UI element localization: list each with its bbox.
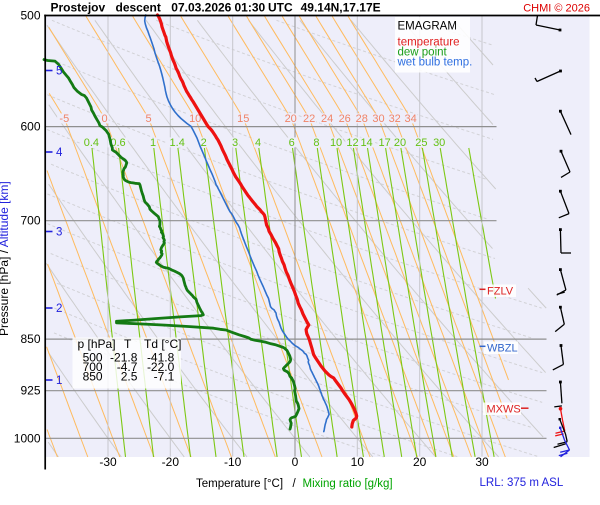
svg-text:34: 34: [404, 113, 416, 125]
svg-text:10: 10: [351, 455, 365, 469]
svg-text:3: 3: [232, 137, 238, 149]
svg-text:0: 0: [292, 455, 299, 469]
svg-text:EMAGRAM: EMAGRAM: [398, 21, 457, 33]
svg-text:1: 1: [56, 375, 62, 387]
svg-text:26: 26: [339, 113, 351, 125]
svg-text:30: 30: [433, 137, 445, 149]
svg-text:-4.7: -4.7: [117, 360, 138, 374]
svg-text:WBZL: WBZL: [487, 343, 518, 355]
svg-text:4: 4: [56, 147, 63, 159]
svg-text:-22.0: -22.0: [147, 360, 175, 374]
svg-text:LRL: 375 m ASL: LRL: 375 m ASL: [480, 477, 564, 489]
svg-text:20: 20: [413, 455, 427, 469]
svg-text:-10: -10: [224, 455, 242, 469]
svg-text:700: 700: [20, 214, 40, 228]
svg-text:01:30: 01:30: [235, 0, 266, 14]
svg-text:24: 24: [321, 113, 333, 125]
svg-text:/: /: [293, 478, 297, 490]
svg-text:25: 25: [415, 137, 427, 149]
svg-text:-20: -20: [162, 455, 180, 469]
svg-text:1.4: 1.4: [170, 137, 185, 149]
svg-text:22: 22: [303, 113, 315, 125]
svg-text:0: 0: [102, 113, 108, 125]
svg-text:2: 2: [56, 303, 62, 315]
svg-text:850: 850: [83, 370, 103, 384]
svg-text:p [hPa]: p [hPa]: [78, 337, 116, 351]
svg-text:8: 8: [313, 137, 319, 149]
svg-text:17: 17: [378, 137, 390, 149]
svg-text:-41.8: -41.8: [147, 351, 175, 365]
svg-text:0.4: 0.4: [84, 137, 99, 149]
svg-text:500: 500: [83, 351, 103, 365]
svg-text:UTC: UTC: [268, 0, 293, 14]
svg-text:Td [°C]: Td [°C]: [144, 337, 181, 351]
svg-text:-7.1: -7.1: [154, 370, 175, 384]
svg-text:3: 3: [56, 227, 62, 239]
svg-text:20: 20: [394, 137, 406, 149]
svg-text:temperature: temperature: [398, 36, 460, 48]
svg-text:700: 700: [83, 360, 103, 374]
svg-text:FZLV: FZLV: [487, 286, 514, 298]
svg-text:CHMI © 2026: CHMI © 2026: [523, 2, 590, 14]
svg-text:07.03.2026: 07.03.2026: [171, 0, 231, 14]
svg-text:2: 2: [201, 137, 207, 149]
svg-text:500: 500: [20, 8, 40, 22]
svg-text:10: 10: [330, 137, 342, 149]
svg-text:5: 5: [145, 113, 151, 125]
svg-text:600: 600: [20, 120, 40, 134]
svg-text:1: 1: [150, 137, 156, 149]
svg-text:6: 6: [289, 137, 295, 149]
svg-text:30: 30: [372, 113, 384, 125]
svg-text:14: 14: [360, 137, 372, 149]
svg-text:Pressure [hPa] / Altitude [k: Pressure [hPa] / Altitude [km]: [0, 181, 11, 336]
svg-text:5: 5: [56, 66, 62, 78]
svg-text:1000: 1000: [14, 431, 41, 445]
svg-text:4: 4: [255, 137, 261, 149]
svg-text:MXWS: MXWS: [487, 404, 521, 416]
svg-text:15: 15: [237, 113, 249, 125]
svg-text:20: 20: [285, 113, 297, 125]
svg-text:850: 850: [20, 332, 40, 346]
svg-text:28: 28: [356, 113, 368, 125]
svg-text:Temperature [°C]: Temperature [°C]: [196, 478, 283, 490]
svg-text:wet bulb temp.: wet bulb temp.: [397, 57, 473, 69]
svg-text:-21.8: -21.8: [110, 351, 138, 365]
svg-text:49.14N,17.17E: 49.14N,17.17E: [301, 0, 381, 14]
svg-text:0.6: 0.6: [110, 137, 125, 149]
svg-text:10: 10: [189, 113, 201, 125]
svg-text:T: T: [124, 337, 132, 351]
svg-text:2.5: 2.5: [121, 370, 138, 384]
svg-text:descent: descent: [116, 0, 161, 14]
svg-text:Mixing ratio [g/kg]: Mixing ratio [g/kg]: [303, 478, 393, 490]
svg-text:30: 30: [475, 455, 489, 469]
svg-text:32: 32: [389, 113, 401, 125]
svg-text:dew point: dew point: [398, 46, 448, 58]
svg-text:-5: -5: [59, 113, 69, 125]
svg-text:-30: -30: [99, 455, 117, 469]
svg-text:Prostejov: Prostejov: [51, 0, 106, 14]
svg-text:12: 12: [346, 137, 358, 149]
svg-text:925: 925: [20, 384, 40, 398]
